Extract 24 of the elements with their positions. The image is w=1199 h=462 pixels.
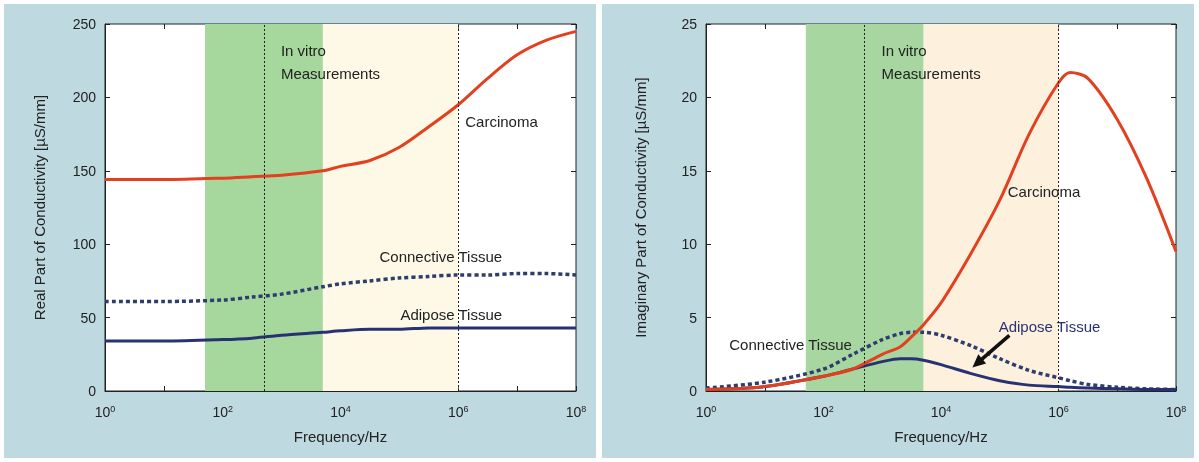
y-tick-label: 0 [689, 383, 698, 399]
y-axis-title: Imaginary Part of Conductivity [µS/mm] [632, 77, 649, 338]
y-tick-label: 150 [72, 162, 97, 179]
series-label: Adipose Tissue [400, 305, 503, 323]
band-label: In vitro Measurements [280, 42, 381, 82]
y-tick-label: 20 [681, 89, 698, 106]
y-tick-label: 25 [681, 16, 698, 32]
y-axis-title: Real Part of Conductivity [µS/mm] [31, 94, 48, 321]
text: Adipose Tissue [998, 317, 1101, 335]
y-tick-label: 0 [88, 383, 97, 399]
y-tick-label: 50 [80, 309, 97, 326]
y-tick-label: 200 [72, 89, 97, 106]
series-label: Carcinoma [465, 113, 539, 131]
x-axis-title: Frequency/Hz [894, 428, 988, 445]
series-label: Carcinoma [1007, 182, 1081, 200]
y-tick-label: 15 [681, 162, 698, 179]
x-axis-title: Frequency/Hz [293, 428, 388, 445]
series-label: Connective Tissue [729, 335, 852, 353]
y-tick-label: 250 [72, 16, 97, 32]
y-tick-label: 100 [72, 236, 97, 253]
band-label: In vitro Measurements [881, 42, 981, 82]
series-label: Connective Tissue [379, 248, 503, 266]
y-tick-label: 10 [681, 236, 698, 253]
y-tick-label: 5 [689, 309, 698, 326]
